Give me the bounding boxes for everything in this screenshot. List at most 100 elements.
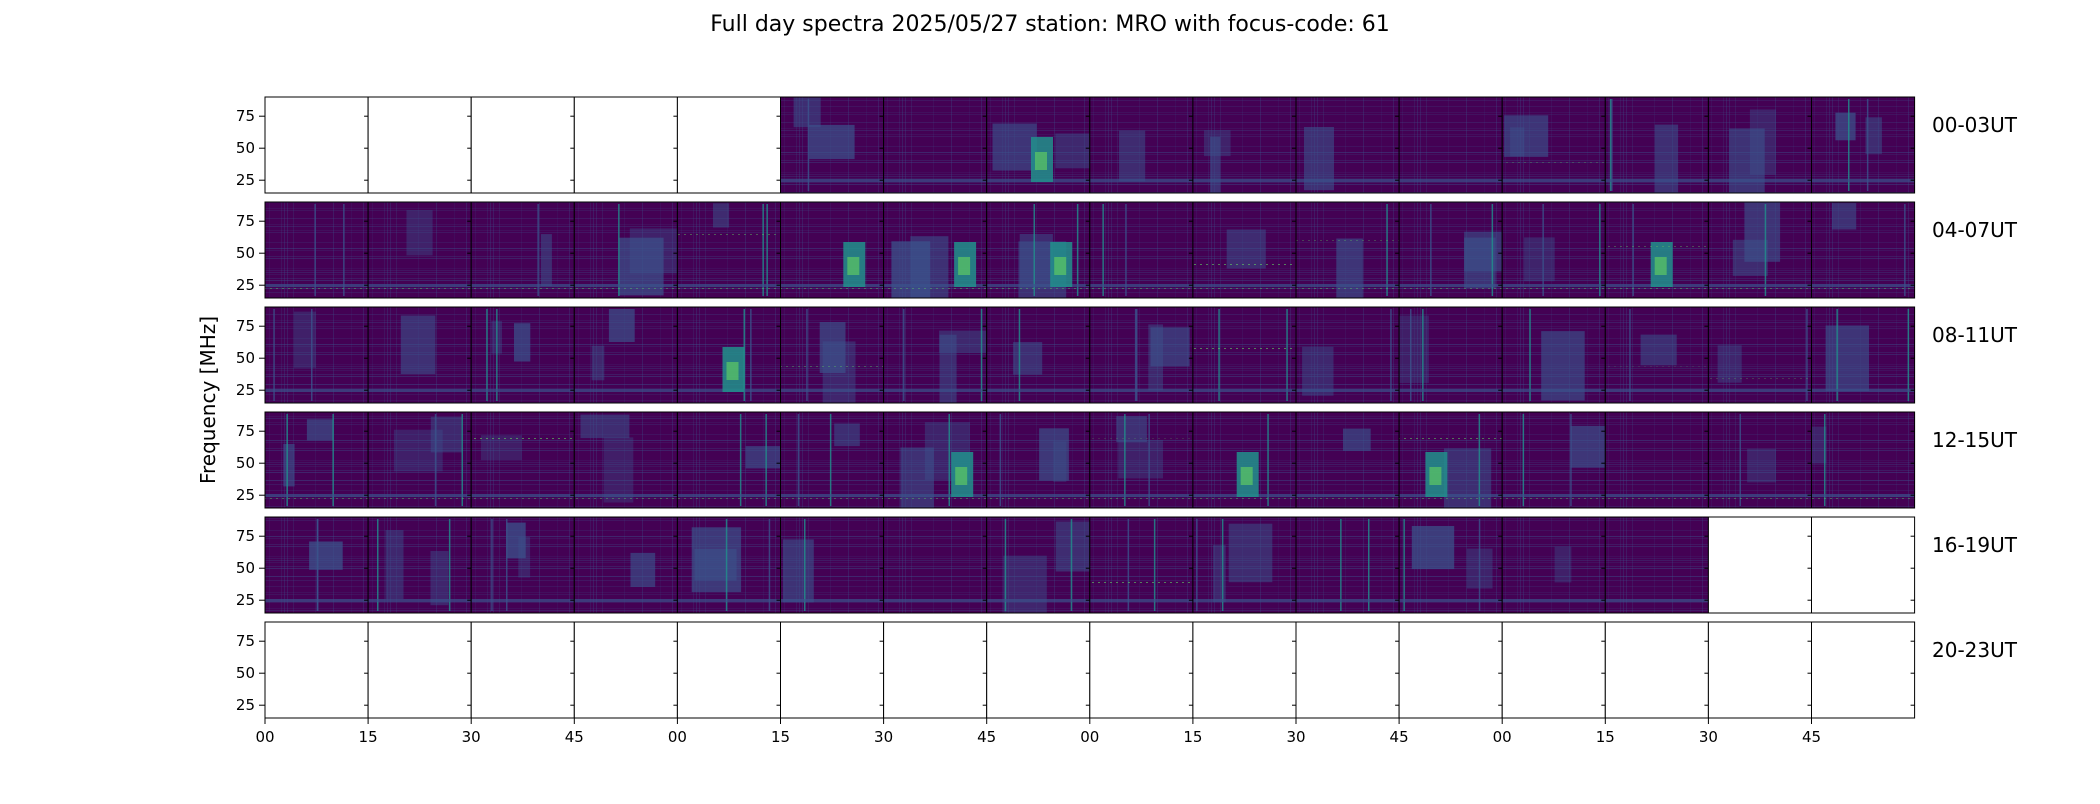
x-tick-label: 00 xyxy=(255,728,274,746)
spectrum-panel xyxy=(1501,201,1606,299)
x-tick-label: 30 xyxy=(874,728,893,746)
spectrum-panel xyxy=(1089,96,1194,194)
spectrum-panel xyxy=(986,96,1091,194)
spectrum-panel xyxy=(1089,621,1194,719)
spectrum-panel xyxy=(883,411,988,509)
spectrum-panel xyxy=(1811,96,1916,194)
x-tick-label: 45 xyxy=(1390,728,1409,746)
spectrum-panel xyxy=(1089,516,1194,614)
spectrum-panel xyxy=(780,201,885,299)
spectrum-panel xyxy=(676,306,782,404)
y-tick-label: 50 xyxy=(236,559,255,577)
y-tick-label: 50 xyxy=(236,244,255,262)
spectrum-panel xyxy=(1501,516,1606,614)
x-tick-label: 45 xyxy=(565,728,584,746)
y-tick-label: 75 xyxy=(236,107,255,125)
spectrum-panel xyxy=(1811,411,1916,509)
y-tick-label: 25 xyxy=(236,591,255,609)
spectrum-panel xyxy=(573,621,678,719)
y-tick-label: 75 xyxy=(236,632,255,650)
spectrum-panel xyxy=(470,411,575,509)
spectrum-panel xyxy=(1295,411,1400,509)
spectrum-panel xyxy=(1192,411,1297,509)
spectrum-panel xyxy=(1811,516,1916,614)
spectrum-panel xyxy=(264,621,369,719)
x-tick-label: 45 xyxy=(977,728,996,746)
spectrum-panel xyxy=(1192,621,1297,719)
spectrum-panel xyxy=(264,201,369,299)
row-label: 00-03UT xyxy=(1932,113,2018,137)
x-tick-label: 15 xyxy=(359,728,378,746)
spectrum-panel xyxy=(1604,516,1709,614)
spectrum-panel xyxy=(986,411,1091,509)
spectrum-panel xyxy=(1089,411,1194,509)
row-label: 20-23UT xyxy=(1932,638,2018,662)
x-tick-label: 15 xyxy=(1596,728,1615,746)
spectrum-panel xyxy=(1501,621,1606,719)
spectrum-panel xyxy=(883,621,988,719)
x-tick-label: 15 xyxy=(1183,728,1202,746)
row-label: 16-19UT xyxy=(1932,533,2018,557)
spectrum-panel xyxy=(573,411,678,509)
spectrum-panel xyxy=(470,621,575,719)
spectrum-panel xyxy=(986,201,1091,299)
y-tick-label: 25 xyxy=(236,171,255,189)
spectrum-panel xyxy=(1707,516,1813,614)
spectrum-panel xyxy=(1295,516,1400,614)
spectrum-panel xyxy=(367,201,472,299)
y-tick-label: 25 xyxy=(236,486,255,504)
spectrum-panel xyxy=(676,411,782,509)
spectrum-panel xyxy=(573,516,678,614)
spectrum-panel xyxy=(470,306,575,404)
spectrum-panel xyxy=(780,306,885,404)
y-tick-label: 75 xyxy=(236,317,255,335)
spectrum-panel xyxy=(1295,621,1400,719)
x-tick-label: 30 xyxy=(1699,728,1718,746)
x-tick-label: 45 xyxy=(1802,728,1821,746)
spectrum-panel xyxy=(470,96,575,194)
y-tick-label: 50 xyxy=(236,454,255,472)
spectrum-panel xyxy=(1089,201,1194,299)
x-tick-label: 00 xyxy=(1080,728,1099,746)
spectrum-panel xyxy=(986,621,1091,719)
spectrum-panel xyxy=(676,516,782,614)
x-tick-label: 30 xyxy=(462,728,481,746)
spectrum-panel xyxy=(883,96,988,194)
y-tick-label: 25 xyxy=(236,276,255,294)
spectrum-panel xyxy=(264,411,369,509)
row-label: 04-07UT xyxy=(1932,218,2018,242)
spectrum-panel xyxy=(470,516,575,614)
spectrum-panel xyxy=(573,96,678,194)
spectrum-panel xyxy=(676,96,782,194)
spectrum-panel xyxy=(573,201,678,299)
x-tick-label: 00 xyxy=(668,728,687,746)
spectrum-panel xyxy=(1398,621,1503,719)
y-tick-label: 25 xyxy=(236,381,255,399)
spectrum-panel xyxy=(573,306,678,404)
spectrum-panel xyxy=(1707,201,1813,299)
spectrum-panel xyxy=(367,96,472,194)
spectrum-panel xyxy=(1604,96,1709,194)
spectrum-panel xyxy=(1398,411,1503,509)
spectrum-panel xyxy=(780,96,885,194)
spectrum-panel xyxy=(1192,201,1297,299)
spectrum-panel xyxy=(1604,201,1709,299)
x-tick-label: 30 xyxy=(1286,728,1305,746)
row-label: 12-15UT xyxy=(1932,428,2018,452)
y-tick-label: 75 xyxy=(236,527,255,545)
spectrum-panel xyxy=(1089,306,1194,404)
spectrum-panel xyxy=(1707,306,1813,404)
spectrum-panel xyxy=(1811,201,1916,299)
spectrum-panel xyxy=(1811,621,1916,719)
spectrum-panel xyxy=(1295,96,1400,194)
spectrum-panel xyxy=(1604,621,1709,719)
spectrum-panel xyxy=(986,516,1091,614)
spectrum-panel xyxy=(1501,306,1606,404)
spectrum-panel xyxy=(676,201,782,299)
spectrum-panel xyxy=(1398,96,1503,194)
spectrum-panel xyxy=(676,621,782,719)
spectrum-panel xyxy=(367,411,472,509)
spectrum-panel xyxy=(780,516,885,614)
spectrum-panel xyxy=(1501,96,1606,194)
